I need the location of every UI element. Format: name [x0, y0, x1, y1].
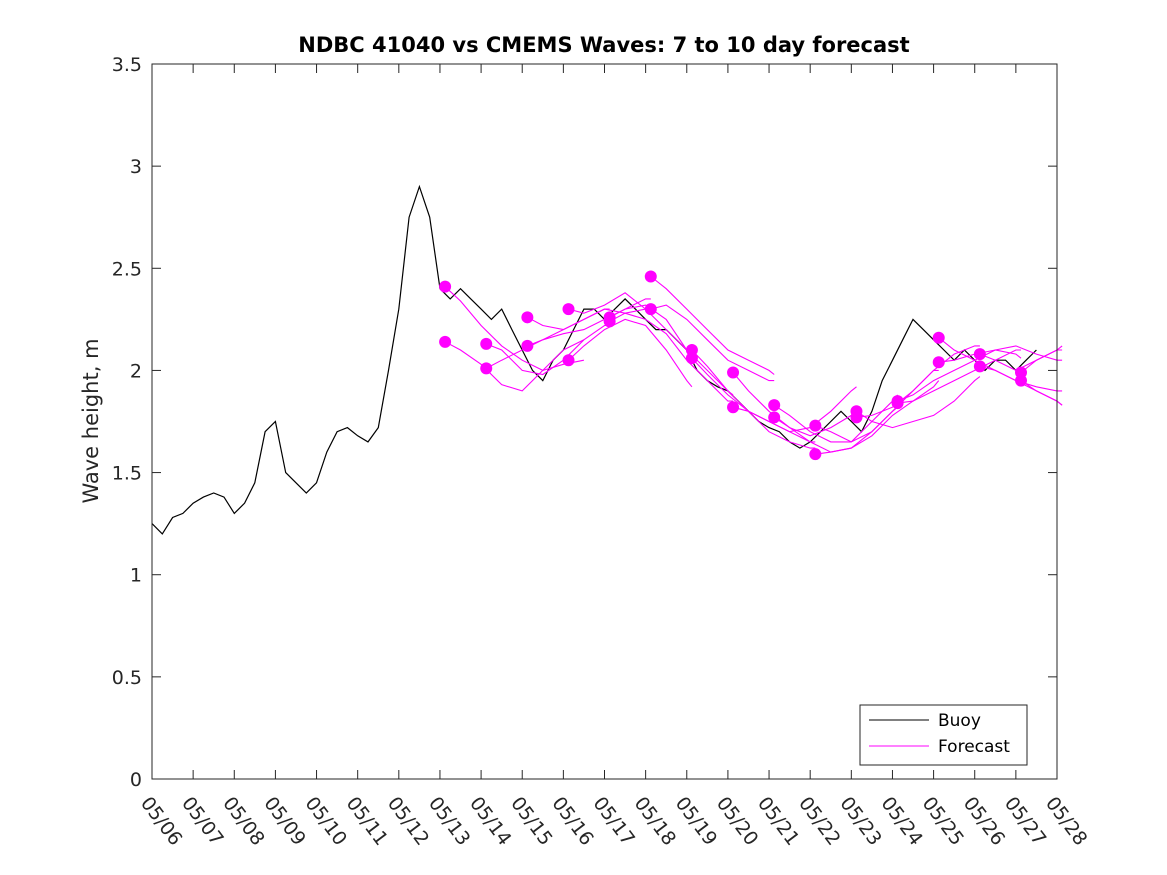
forecast-line — [444, 286, 585, 371]
forecast-start-marker — [973, 348, 986, 361]
forecast-start-marker — [439, 280, 452, 293]
forecast-line — [568, 292, 693, 355]
forecast-start-marker — [973, 360, 986, 373]
forecast-start-marker — [644, 270, 657, 283]
forecast-start-marker — [685, 352, 698, 365]
forecast-line — [650, 304, 775, 382]
y-tick-label: 3.5 — [112, 54, 142, 76]
forecast-start-marker — [850, 411, 863, 424]
y-tick-label: 1 — [130, 565, 142, 587]
forecast-line — [650, 276, 775, 375]
forecast-series — [439, 270, 1063, 461]
forecast-start-marker — [480, 337, 493, 350]
forecast-start-marker — [644, 303, 657, 316]
forecast-start-marker — [768, 411, 781, 424]
y-tick-label: 3 — [130, 156, 142, 178]
forecast-line — [732, 372, 857, 437]
forecast-line — [609, 312, 734, 402]
legend: Buoy Forecast — [859, 704, 1028, 766]
forecast-start-marker — [562, 354, 575, 367]
forecast-start-marker — [809, 419, 822, 432]
y-axis: 0 0.5 1 1.5 2 2.5 3 3.5 — [112, 54, 1057, 791]
forecast-line — [691, 349, 816, 449]
forecast-line — [815, 380, 940, 455]
forecast-start-marker — [521, 311, 534, 324]
forecast-line — [732, 386, 857, 433]
y-axis-label: Wave height, m — [79, 338, 103, 503]
legend-box — [859, 704, 1028, 766]
forecast-line — [1020, 345, 1063, 373]
forecast-line — [527, 298, 651, 347]
forecast-start-marker — [809, 448, 822, 461]
forecast-line — [485, 324, 610, 376]
y-tick-label: 0.5 — [112, 667, 142, 689]
forecast-start-marker — [932, 331, 945, 344]
forecast-start-marker — [562, 303, 575, 316]
forecast-line — [856, 376, 981, 429]
forecast-line — [527, 308, 651, 331]
forecast-line — [938, 345, 1063, 363]
y-tick-label: 2.5 — [112, 258, 142, 280]
forecast-start-marker — [768, 399, 781, 412]
forecast-start-marker — [439, 335, 452, 348]
forecast-start-marker — [521, 339, 534, 352]
y-tick-label: 0 — [130, 769, 142, 791]
forecast-start-marker — [480, 362, 493, 375]
legend-forecast-label: Forecast — [938, 737, 1010, 757]
forecast-start-marker — [727, 401, 740, 414]
forecast-start-marker — [603, 315, 616, 328]
forecast-start-marker — [1015, 374, 1028, 387]
forecast-line — [444, 339, 585, 392]
forecast-start-marker — [891, 397, 904, 410]
forecast-line — [856, 345, 980, 418]
forecast-line — [773, 394, 899, 443]
chart-title: NDBC 41040 vs CMEMS Waves: 7 to 10 day f… — [298, 33, 909, 57]
forecast-start-marker — [932, 356, 945, 369]
forecast-line — [568, 318, 693, 388]
plot-area — [152, 64, 1057, 779]
forecast-line — [897, 349, 1021, 404]
forecast-line — [1020, 380, 1063, 406]
y-tick-label: 1.5 — [112, 463, 142, 485]
forecast-line — [897, 349, 1022, 402]
forecast-start-marker — [727, 366, 740, 379]
y-tick-label: 2 — [130, 360, 142, 382]
legend-buoy-label: Buoy — [938, 711, 981, 731]
